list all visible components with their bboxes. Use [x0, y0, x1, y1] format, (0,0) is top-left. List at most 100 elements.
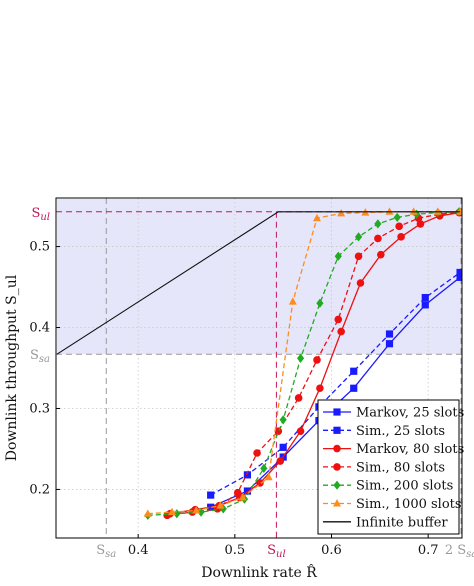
data-point [296, 353, 305, 363]
legend-label: Sim., 200 slots [356, 479, 453, 494]
x-tick-label: 0.5 [224, 543, 245, 558]
data-point [350, 367, 358, 375]
legend-swatch-marker [333, 444, 341, 453]
data-point [385, 330, 394, 338]
data-point [456, 273, 462, 281]
data-point [395, 222, 403, 231]
data-point [253, 449, 261, 457]
data-point [276, 457, 285, 465]
sul-x-label-main: S [267, 543, 276, 558]
data-point [421, 301, 429, 309]
two-ssa-sub: sa [466, 549, 474, 560]
data-point [260, 463, 268, 473]
data-point [393, 212, 401, 223]
x-tick-label: 0.7 [418, 543, 439, 558]
legend-swatch-marker [333, 463, 341, 471]
shade-top-band [57, 199, 461, 355]
data-point [334, 251, 342, 261]
data-point [385, 207, 394, 215]
series-line [56, 211, 461, 355]
legend-label: Sim., 25 slots [356, 424, 445, 439]
data-point [313, 356, 321, 364]
sul-x-label: Sul [267, 543, 286, 560]
legend-swatch-marker [333, 499, 341, 507]
legend-swatch-marker [333, 480, 341, 490]
series-5 [144, 207, 462, 520]
data-point [243, 471, 251, 479]
data-point [456, 268, 462, 277]
data-point [207, 491, 215, 499]
data-point [143, 509, 152, 517]
data-point [296, 427, 305, 435]
sul-y-label-sub: ul [40, 212, 50, 223]
data-point [334, 315, 343, 324]
data-point [350, 384, 358, 392]
x-tick-label: 0.6 [321, 543, 342, 558]
legend-label: Markov, 25 slots [356, 406, 464, 421]
two-ssa-coef: 2 [445, 543, 457, 558]
data-point [456, 207, 462, 215]
two-ssa-x-label: 2 Ssa [445, 543, 474, 560]
ssa-y-label: Ssa [30, 348, 50, 365]
data-point [374, 234, 382, 243]
data-point [233, 488, 242, 497]
ssa-y-label-sub: sa [39, 354, 50, 365]
data-point [279, 415, 287, 425]
data-point [374, 219, 382, 229]
two-ssa-main: S [457, 543, 466, 558]
data-point [409, 207, 418, 215]
x-tick-label: 0.4 [128, 543, 149, 558]
unstable-region-shade [57, 199, 461, 355]
plot-frame [55, 197, 463, 539]
y-tick-label: 0.5 [29, 240, 50, 255]
data-point [397, 233, 405, 241]
series-line [147, 211, 461, 515]
series-7 [56, 211, 461, 355]
ssa-x-label-main: S [96, 543, 105, 558]
data-point [421, 293, 429, 302]
data-point [385, 340, 394, 348]
data-point [294, 394, 303, 402]
data-point [337, 327, 345, 336]
sul-x-label-sub: ul [276, 549, 286, 560]
ssa-x-label: Ssa [96, 543, 116, 560]
data-point [337, 208, 346, 217]
grid [56, 198, 462, 538]
sul-y-label-main: S [31, 206, 40, 221]
series-line [210, 271, 461, 496]
legend-label: Sim., 1000 slots [356, 497, 462, 512]
legend-label: Markov, 80 slots [356, 442, 464, 457]
x-axis-label: Downlink rate R̂ [201, 563, 317, 581]
y-axis-label: Downlink throughput S_ul [4, 274, 20, 461]
data-point [356, 279, 365, 287]
ssa-y-label-main: S [30, 348, 39, 363]
y-tick-label: 0.2 [29, 482, 50, 497]
data-point [274, 427, 283, 435]
reference-lines [56, 198, 462, 538]
data-point [288, 297, 297, 305]
data-point [192, 506, 201, 514]
data-point [316, 298, 324, 308]
legend-label: Infinite buffer [356, 515, 448, 530]
data-point [354, 252, 363, 261]
data-point [243, 487, 251, 495]
data-point [219, 504, 227, 514]
data-point [377, 250, 385, 259]
data-point [354, 232, 363, 242]
data-point [173, 509, 181, 519]
data-point [216, 501, 225, 509]
y-tick-label: 0.4 [29, 321, 50, 336]
series-6 [143, 207, 462, 517]
sul-y-label: Sul [31, 206, 50, 223]
data-point [279, 443, 287, 451]
y-tick-label: 0.3 [29, 401, 50, 416]
data-point [238, 493, 247, 501]
ssa-x-label-sub: sa [105, 549, 116, 560]
data-point [313, 213, 321, 222]
legend-label: Sim., 80 slots [356, 460, 445, 475]
series-line [147, 211, 460, 516]
legend: Markov, 25 slots Sim., 25 slots Markov, 80… [317, 399, 464, 535]
legend-swatch-marker [333, 426, 341, 434]
